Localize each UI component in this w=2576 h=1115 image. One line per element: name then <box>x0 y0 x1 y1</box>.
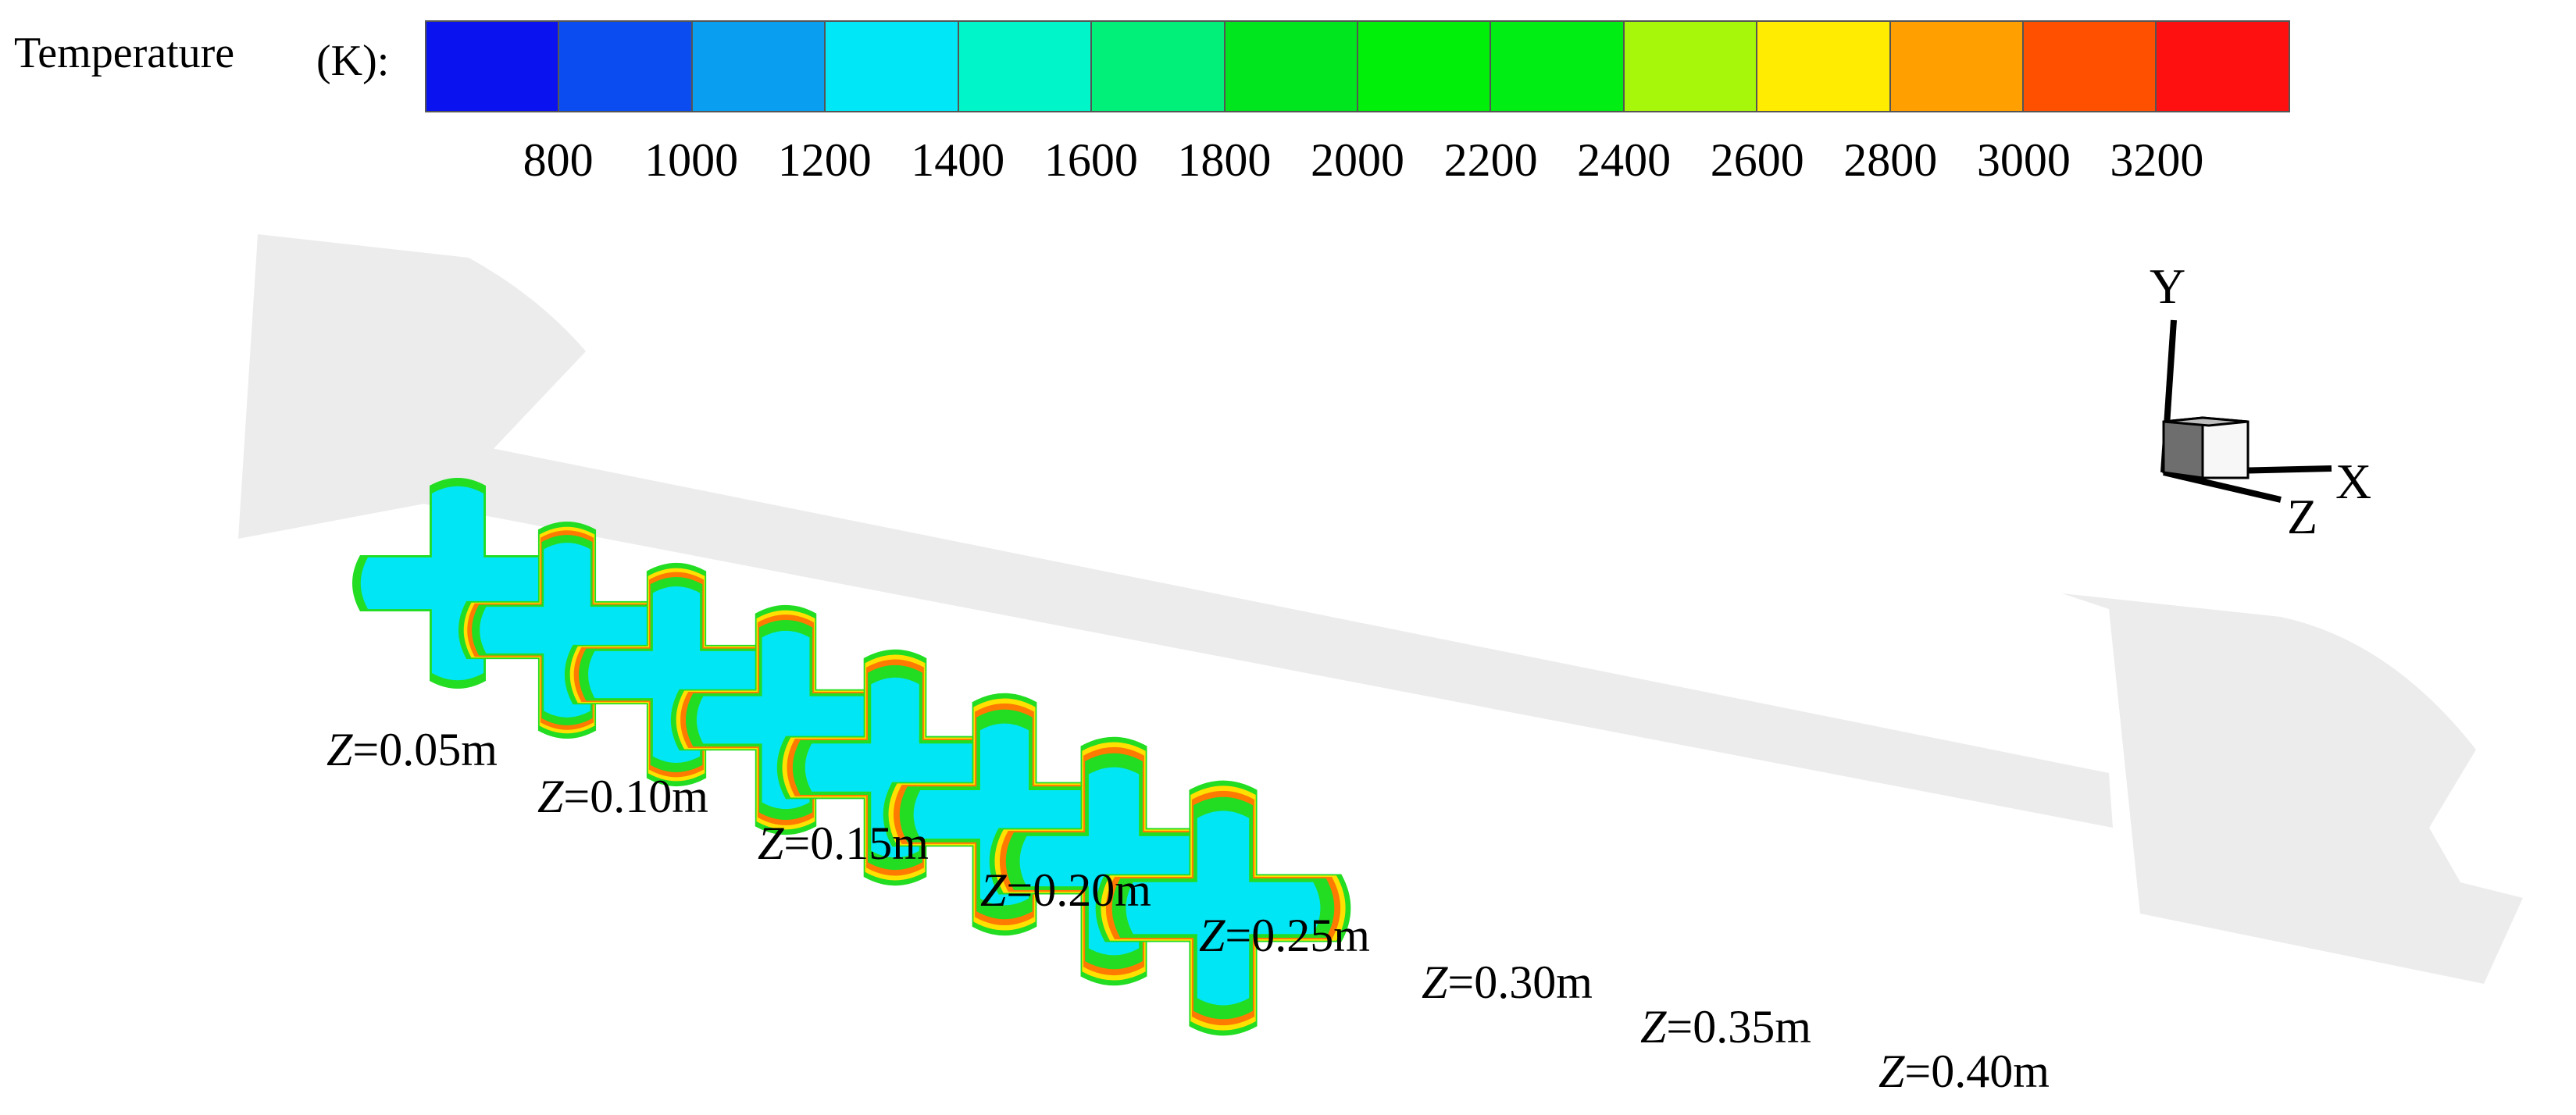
color-scale-cell <box>426 22 560 111</box>
color-scale-cell <box>692 22 826 111</box>
tick-label: 1400 <box>911 134 1005 186</box>
section-label: Z=0.40m <box>1878 1046 2050 1097</box>
color-scale-cell <box>2157 22 2289 111</box>
tick-label: 1600 <box>1044 134 1138 186</box>
tick-label: 2600 <box>1710 134 1804 186</box>
chamber-outline-shadow <box>238 234 2523 984</box>
orientation-cube-front <box>2201 416 2250 479</box>
tick-label: 2200 <box>1443 134 1538 186</box>
tick-label: 2400 <box>1577 134 1672 186</box>
tick-label: 2800 <box>1843 134 1938 186</box>
tick-label: 2000 <box>1311 134 1404 186</box>
color-scale-cell <box>1358 22 1492 111</box>
section-label: Z=0.10m <box>537 771 708 822</box>
color-scale-cell <box>1491 22 1625 111</box>
color-scale-cell <box>1225 22 1358 111</box>
axis-triad <box>2160 319 2332 503</box>
axis-label-y: Y <box>2150 258 2186 314</box>
color-scale-cell <box>1624 22 1758 111</box>
legend-title: Temperature <box>14 29 235 77</box>
color-scale-cell <box>1890 22 2025 111</box>
color-scale-bar <box>425 20 2290 112</box>
section-label: Z=0.25m <box>1199 910 1370 961</box>
temperature-section <box>458 521 676 739</box>
color-scale-cell <box>826 22 959 111</box>
temperature-section <box>564 562 789 787</box>
orientation-cube-top <box>2163 416 2249 427</box>
color-scale-cell <box>1757 22 1891 111</box>
section-label: Z=0.20m <box>980 864 1151 916</box>
channel-shadow <box>398 429 2113 828</box>
color-scale-cell <box>1092 22 1226 111</box>
section-label: Z=0.15m <box>758 818 929 869</box>
section-label: Z=0.35m <box>1640 1001 1811 1053</box>
inlet-shadow <box>238 234 586 539</box>
color-scale-cell <box>958 22 1093 111</box>
tick-label: 1200 <box>777 134 872 186</box>
color-scale-cell <box>2024 22 2157 111</box>
tick-label: 3000 <box>1976 134 2071 186</box>
tick-label: 800 <box>523 134 594 186</box>
z-axis-line <box>2163 469 2282 503</box>
axis-label-z: Z <box>2287 489 2318 544</box>
axis-label-x: X <box>2335 454 2372 509</box>
color-scale-cell <box>559 22 693 111</box>
tick-label: 1800 <box>1177 134 1272 186</box>
tick-label: 3200 <box>2110 134 2204 186</box>
section-label: Z=0.05m <box>326 724 498 775</box>
outlet-shadow <box>2062 593 2523 984</box>
legend-unit: (K): <box>316 37 390 85</box>
tick-label: 1000 <box>644 134 739 186</box>
orientation-cube-side <box>2162 416 2204 479</box>
section-label: Z=0.30m <box>1422 956 1593 1008</box>
